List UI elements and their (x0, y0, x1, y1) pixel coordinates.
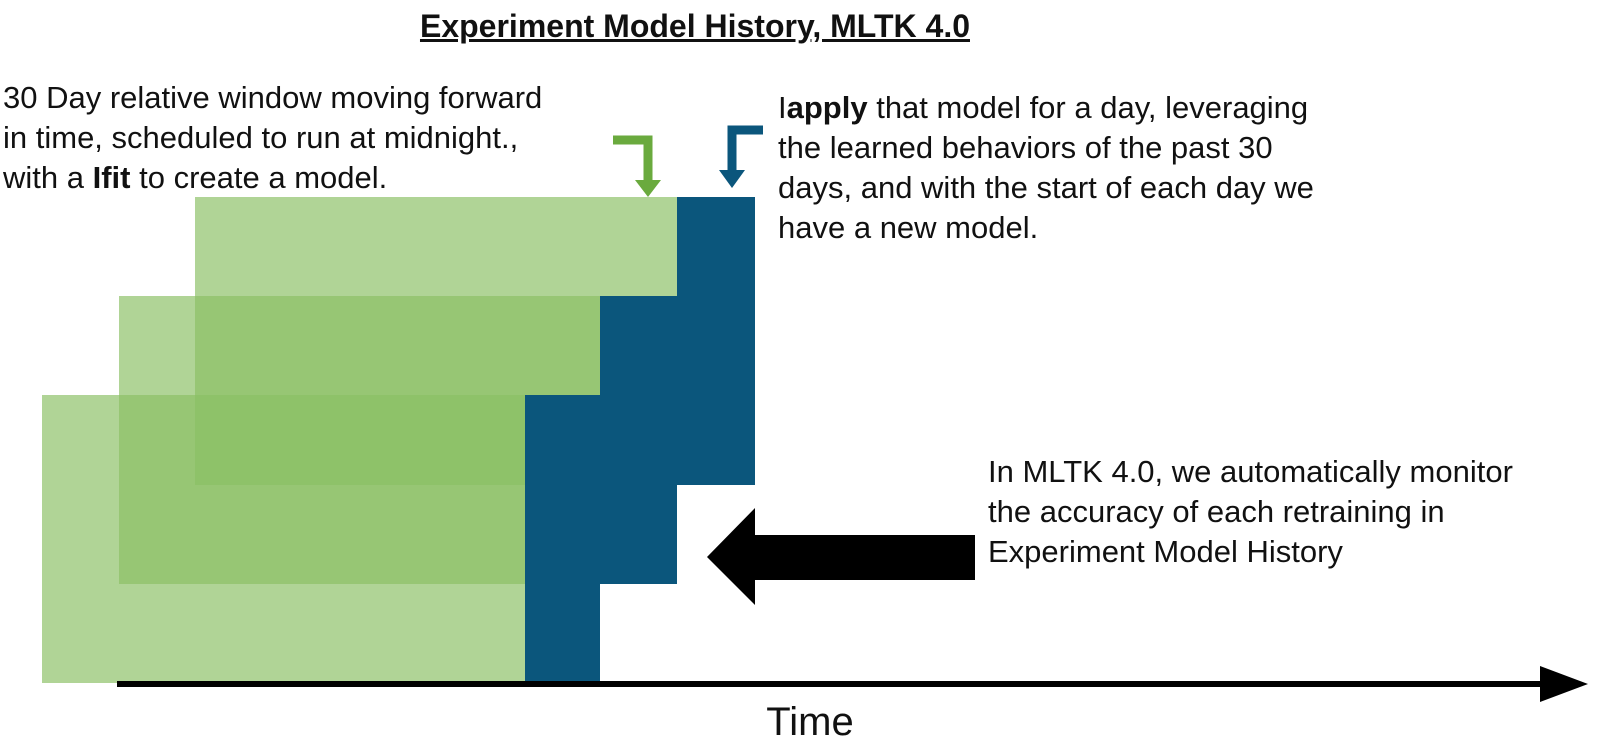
apply-day-1 (525, 395, 600, 683)
apply-note-line-4: have a new model. (778, 210, 1039, 245)
apply-note-line-3: days, and with the start of each day we (778, 170, 1314, 205)
fit-pointer-icon (613, 135, 661, 197)
fit-note-line-3-suffix: to create a model. (130, 160, 388, 195)
right-arrow-icon (1540, 666, 1588, 702)
apply-day-3 (677, 197, 755, 485)
monitor-note-line-1: In MLTK 4.0, we automatically monitor (988, 454, 1513, 489)
fit-note-line-2: in time, scheduled to run at midnight., (3, 120, 519, 155)
apply-pointer-icon (719, 125, 763, 188)
monitor-note-line-2: the accuracy of each retraining in (988, 494, 1445, 529)
apply-command: apply (786, 90, 868, 125)
fit-note-line-3-prefix: with a (3, 160, 93, 195)
monitor-note-line-3: Experiment Model History (988, 534, 1343, 569)
apply-note-lead: I (778, 90, 787, 125)
time-axis-label: Time (766, 700, 854, 744)
monitor-note: In MLTK 4.0, we automatically monitor th… (988, 452, 1598, 572)
fit-note-line-1: 30 Day relative window moving forward (3, 80, 543, 115)
time-axis (117, 666, 1588, 702)
left-arrow-icon (707, 508, 975, 605)
apply-note: Iapply that model for a day, leveraging … (778, 88, 1398, 248)
apply-note-line-1: that model for a day, leveraging (867, 90, 1309, 125)
diagram-title: Experiment Model History, MLTK 4.0 (419, 8, 970, 44)
fit-window-note: 30 Day relative window moving forward in… (3, 78, 643, 198)
apply-note-line-2: the learned behaviors of the past 30 (778, 130, 1273, 165)
fit-command: Ifit (92, 160, 131, 195)
apply-day-2 (600, 296, 677, 584)
